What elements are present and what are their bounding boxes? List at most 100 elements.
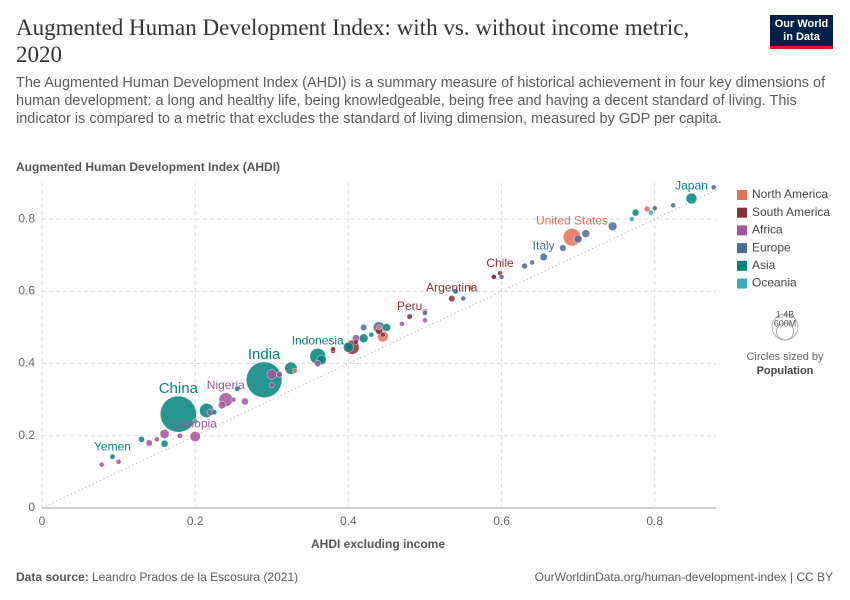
y-tick-label: 0.8 xyxy=(18,211,35,225)
x-tick-label: 0 xyxy=(39,514,46,528)
legend-label: Asia xyxy=(752,258,776,272)
data-point xyxy=(241,397,249,406)
point-label: Argentina xyxy=(426,281,478,295)
data-point xyxy=(159,429,170,439)
point-label: United States xyxy=(536,214,608,228)
legend-swatch xyxy=(737,278,747,289)
data-point xyxy=(189,431,201,442)
data-point xyxy=(230,396,237,403)
legend-swatch xyxy=(737,207,747,218)
legend-label: Oceania xyxy=(752,276,797,290)
legend-label: Africa xyxy=(752,223,783,237)
x-tick-label: 0.6 xyxy=(493,514,510,528)
chart-subtitle: The Augmented Human Development Index (A… xyxy=(16,75,826,127)
y-axis-label: Augmented Human Development Index (AHDI) xyxy=(16,160,280,174)
data-point xyxy=(292,368,298,374)
data-point xyxy=(192,418,198,425)
data-point xyxy=(268,382,275,389)
reference-line xyxy=(41,189,717,509)
point-label: Yemen xyxy=(94,439,131,453)
point-label: India xyxy=(248,346,281,363)
data-point xyxy=(330,346,336,352)
data-point xyxy=(353,339,359,345)
y-tick-label: 0.6 xyxy=(18,284,35,298)
data-point xyxy=(314,360,322,367)
data-point xyxy=(608,221,618,231)
data-point xyxy=(448,295,456,302)
data-point xyxy=(711,184,717,191)
data-point xyxy=(460,295,466,302)
y-tick-label: 0.2 xyxy=(18,428,35,442)
data-point xyxy=(211,409,218,416)
point-label: Chile xyxy=(486,256,514,270)
data-point xyxy=(399,321,405,327)
data-point xyxy=(343,342,354,353)
chart-title: Augmented Human Development Index: with … xyxy=(16,15,690,67)
footer-note[interactable]: OurWorldinData.org/human-development-ind… xyxy=(535,570,833,584)
point-label: Peru xyxy=(397,299,422,313)
legend-swatch xyxy=(737,190,747,200)
data-point xyxy=(491,274,497,280)
size-legend-label: 600M xyxy=(774,318,797,328)
size-legend-title: Circles sized by xyxy=(746,351,824,363)
y-tick-label: 0 xyxy=(28,500,35,514)
point-label: Indonesia xyxy=(292,334,344,348)
data-point xyxy=(521,262,528,270)
logo[interactable]: Our World in Data xyxy=(770,15,833,49)
x-tick-label: 0.8 xyxy=(646,514,663,528)
data-point xyxy=(643,205,651,213)
data-point xyxy=(629,216,635,222)
data-point xyxy=(573,234,583,244)
data-point xyxy=(359,333,369,343)
legend-label: North America xyxy=(752,187,828,201)
data-point xyxy=(266,369,277,380)
data-point xyxy=(422,317,428,323)
data-point xyxy=(145,439,153,447)
point-label: China xyxy=(159,380,199,397)
legend-label: Europe xyxy=(752,240,791,254)
data-point xyxy=(138,436,145,443)
data-point xyxy=(176,432,183,439)
source: Leandro Prados de la Escosura (2021) xyxy=(92,570,298,584)
data-point xyxy=(99,461,105,468)
legend-swatch xyxy=(737,260,747,271)
x-axis-label: AHDI excluding income xyxy=(311,537,445,551)
point-label: Ethiopia xyxy=(173,417,217,431)
source-label: Data source: xyxy=(16,570,89,584)
data-point xyxy=(276,371,283,378)
data-point xyxy=(406,313,413,320)
data-point xyxy=(380,331,386,338)
legend-swatch xyxy=(737,225,747,236)
size-legend-circle xyxy=(775,322,795,341)
data-point xyxy=(422,310,428,316)
data-point xyxy=(452,288,459,295)
data-point xyxy=(529,259,535,266)
size-legend-label: 1.4B xyxy=(776,309,795,319)
data-point xyxy=(234,386,241,392)
data-point xyxy=(670,202,676,209)
data-point xyxy=(652,205,658,211)
x-tick-label: 0.4 xyxy=(340,514,357,528)
data-point xyxy=(498,274,505,280)
data-point xyxy=(468,285,474,291)
data-point xyxy=(648,209,654,216)
data-point xyxy=(539,253,548,261)
data-point xyxy=(631,208,640,217)
legend-label: South America xyxy=(752,205,830,219)
data-point xyxy=(581,229,590,238)
x-tick-label: 0.2 xyxy=(187,514,204,528)
data-point xyxy=(382,323,391,332)
point-label: Nigeria xyxy=(207,378,245,392)
data-point xyxy=(360,324,368,331)
y-tick-label: 0.4 xyxy=(18,356,35,370)
point-label: Italy xyxy=(533,238,555,252)
legend-swatch xyxy=(737,243,747,254)
data-point xyxy=(218,401,226,410)
point-label: Japan xyxy=(675,178,708,192)
size-legend-variable: Population xyxy=(757,365,814,377)
data-point xyxy=(160,395,197,433)
data-point xyxy=(154,436,160,443)
data-point xyxy=(368,331,375,338)
